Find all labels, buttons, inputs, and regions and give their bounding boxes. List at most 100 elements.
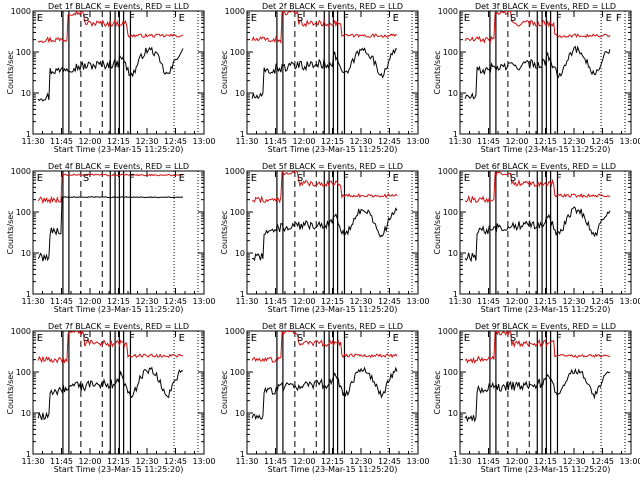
plot-frame	[32, 10, 205, 135]
x-tick-label: 12:15	[107, 137, 130, 146]
y-tick-label: 1000	[438, 7, 458, 16]
x-tick-label: 12:15	[107, 457, 130, 466]
x-tick-label: 12:00	[505, 137, 528, 146]
series-group	[37, 11, 199, 134]
x-tick-label: 12:45	[164, 457, 187, 466]
interval-marker-label: E	[464, 333, 470, 344]
x-tick-label: 12:30	[349, 137, 372, 146]
interval-marker-label: E	[464, 173, 470, 184]
x-axis-label: Start Time (23-Mar-15 11:25:20)	[268, 305, 398, 314]
y-tick-label: 1000	[11, 7, 31, 16]
interval-marker-label: E	[179, 333, 185, 344]
x-axis-label: Start Time (23-Mar-15 11:25:20)	[481, 145, 611, 154]
x-tick-label: 11:30	[235, 137, 258, 146]
interval-marker-label: F	[343, 333, 349, 344]
y-tick-label: 100	[230, 208, 245, 217]
detector-panel: Det 5f BLACK = Events, RED = LLD 1 10 100 10…	[220, 162, 430, 314]
x-tick-label: 12:00	[505, 457, 528, 466]
x-tick-label: 12:45	[378, 137, 401, 146]
interval-marker-label: F	[343, 13, 349, 24]
x-tick-label: 12:30	[135, 297, 158, 306]
series-group	[37, 171, 199, 294]
y-tick-label: 1	[240, 130, 245, 139]
interval-marker-label: E	[606, 13, 612, 24]
interval-marker-label: S	[297, 13, 303, 24]
series-group	[464, 331, 626, 454]
x-tick-label: 12:45	[591, 137, 614, 146]
panel-title: Det 7f BLACK = Events, RED = LLD	[48, 322, 189, 331]
x-tick-label: 11:45	[264, 457, 287, 466]
x-axis-label: Start Time (23-Mar-15 11:25:20)	[54, 305, 184, 314]
interval-marker-label: E	[251, 13, 257, 24]
x-axis-label: Start Time (23-Mar-15 11:25:20)	[54, 145, 184, 154]
x-tick-label: 11:45	[50, 297, 73, 306]
y-tick-label: 1000	[225, 167, 245, 176]
panel-title: Det 9f BLACK = Events, RED = LLD	[475, 322, 616, 331]
x-tick-label: 11:30	[21, 297, 44, 306]
x-tick-label: 12:30	[562, 457, 585, 466]
y-tick-label: 1	[453, 450, 458, 459]
y-tick-label: 100	[230, 48, 245, 57]
y-axis-label: Counts/sec	[433, 370, 442, 414]
y-axis-label: Counts/sec	[220, 210, 229, 254]
series-lld-line	[464, 171, 611, 204]
x-tick-label: 11:30	[21, 457, 44, 466]
series-lld-line	[464, 11, 611, 44]
interval-marker-label: F	[129, 173, 135, 184]
x-tick-label: 11:45	[50, 457, 73, 466]
series-lld-line	[252, 171, 398, 204]
y-tick-label: 1000	[438, 167, 458, 176]
series-lld-line	[251, 331, 398, 363]
series-group	[251, 11, 413, 134]
series-lld-line	[37, 173, 184, 205]
y-tick-label: 100	[16, 368, 31, 377]
y-tick-label: 1	[453, 130, 458, 139]
x-tick-label: 12:30	[562, 297, 585, 306]
y-tick-label: 1	[26, 130, 31, 139]
x-tick-label: 12:30	[349, 457, 372, 466]
interval-marker-label: S	[83, 13, 89, 24]
x-tick-label: 11:30	[448, 457, 471, 466]
series-group	[251, 331, 413, 454]
x-tick-label: 11:45	[264, 137, 287, 146]
x-tick-label: 12:45	[378, 457, 401, 466]
y-tick-label: 10	[21, 89, 31, 98]
x-axis-label: Start Time (23-Mar-15 11:25:20)	[481, 305, 611, 314]
x-tick-label: 12:15	[321, 457, 344, 466]
interval-marker-label: S	[83, 173, 89, 184]
x-tick-label: 13:00	[192, 297, 215, 306]
y-axis-label: Counts/sec	[6, 370, 15, 414]
x-tick-label: 12:00	[292, 297, 315, 306]
series-events-line	[37, 46, 184, 102]
interval-marker-label: E	[606, 333, 612, 344]
series-events-line	[464, 367, 611, 423]
y-axis-label: Counts/sec	[220, 50, 229, 94]
y-tick-label: 100	[230, 368, 245, 377]
interval-marker-label: S	[510, 13, 516, 24]
x-tick-label: 13:00	[406, 297, 429, 306]
y-tick-label: 1	[26, 290, 31, 299]
x-tick-label: 11:45	[477, 297, 500, 306]
x-axis-label: Start Time (23-Mar-15 11:25:20)	[54, 465, 184, 474]
interval-marker-label: F	[129, 333, 135, 344]
y-tick-label: 100	[16, 48, 31, 57]
series-lld-line	[251, 11, 398, 45]
plot-frame	[459, 10, 632, 135]
x-tick-label: 12:00	[292, 457, 315, 466]
y-tick-label: 100	[443, 368, 458, 377]
y-tick-label: 1000	[225, 327, 245, 336]
panel-title: Det 8f BLACK = Events, RED = LLD	[262, 322, 403, 331]
panel-title: Det 3f BLACK = Events, RED = LLD	[475, 2, 616, 11]
y-tick-label: 10	[235, 89, 245, 98]
x-tick-label: 12:15	[321, 137, 344, 146]
interval-marker-label: E	[251, 333, 257, 344]
y-axis-label: Counts/sec	[220, 370, 229, 414]
y-tick-label: 1	[453, 290, 458, 299]
panel-title: Det 1f BLACK = Events, RED = LLD	[48, 2, 189, 11]
interval-marker-label: E	[179, 173, 185, 184]
x-tick-label: 12:15	[107, 297, 130, 306]
x-tick-label: 12:30	[562, 137, 585, 146]
plot-frame	[32, 330, 205, 455]
interval-marker-label: F	[556, 333, 562, 344]
